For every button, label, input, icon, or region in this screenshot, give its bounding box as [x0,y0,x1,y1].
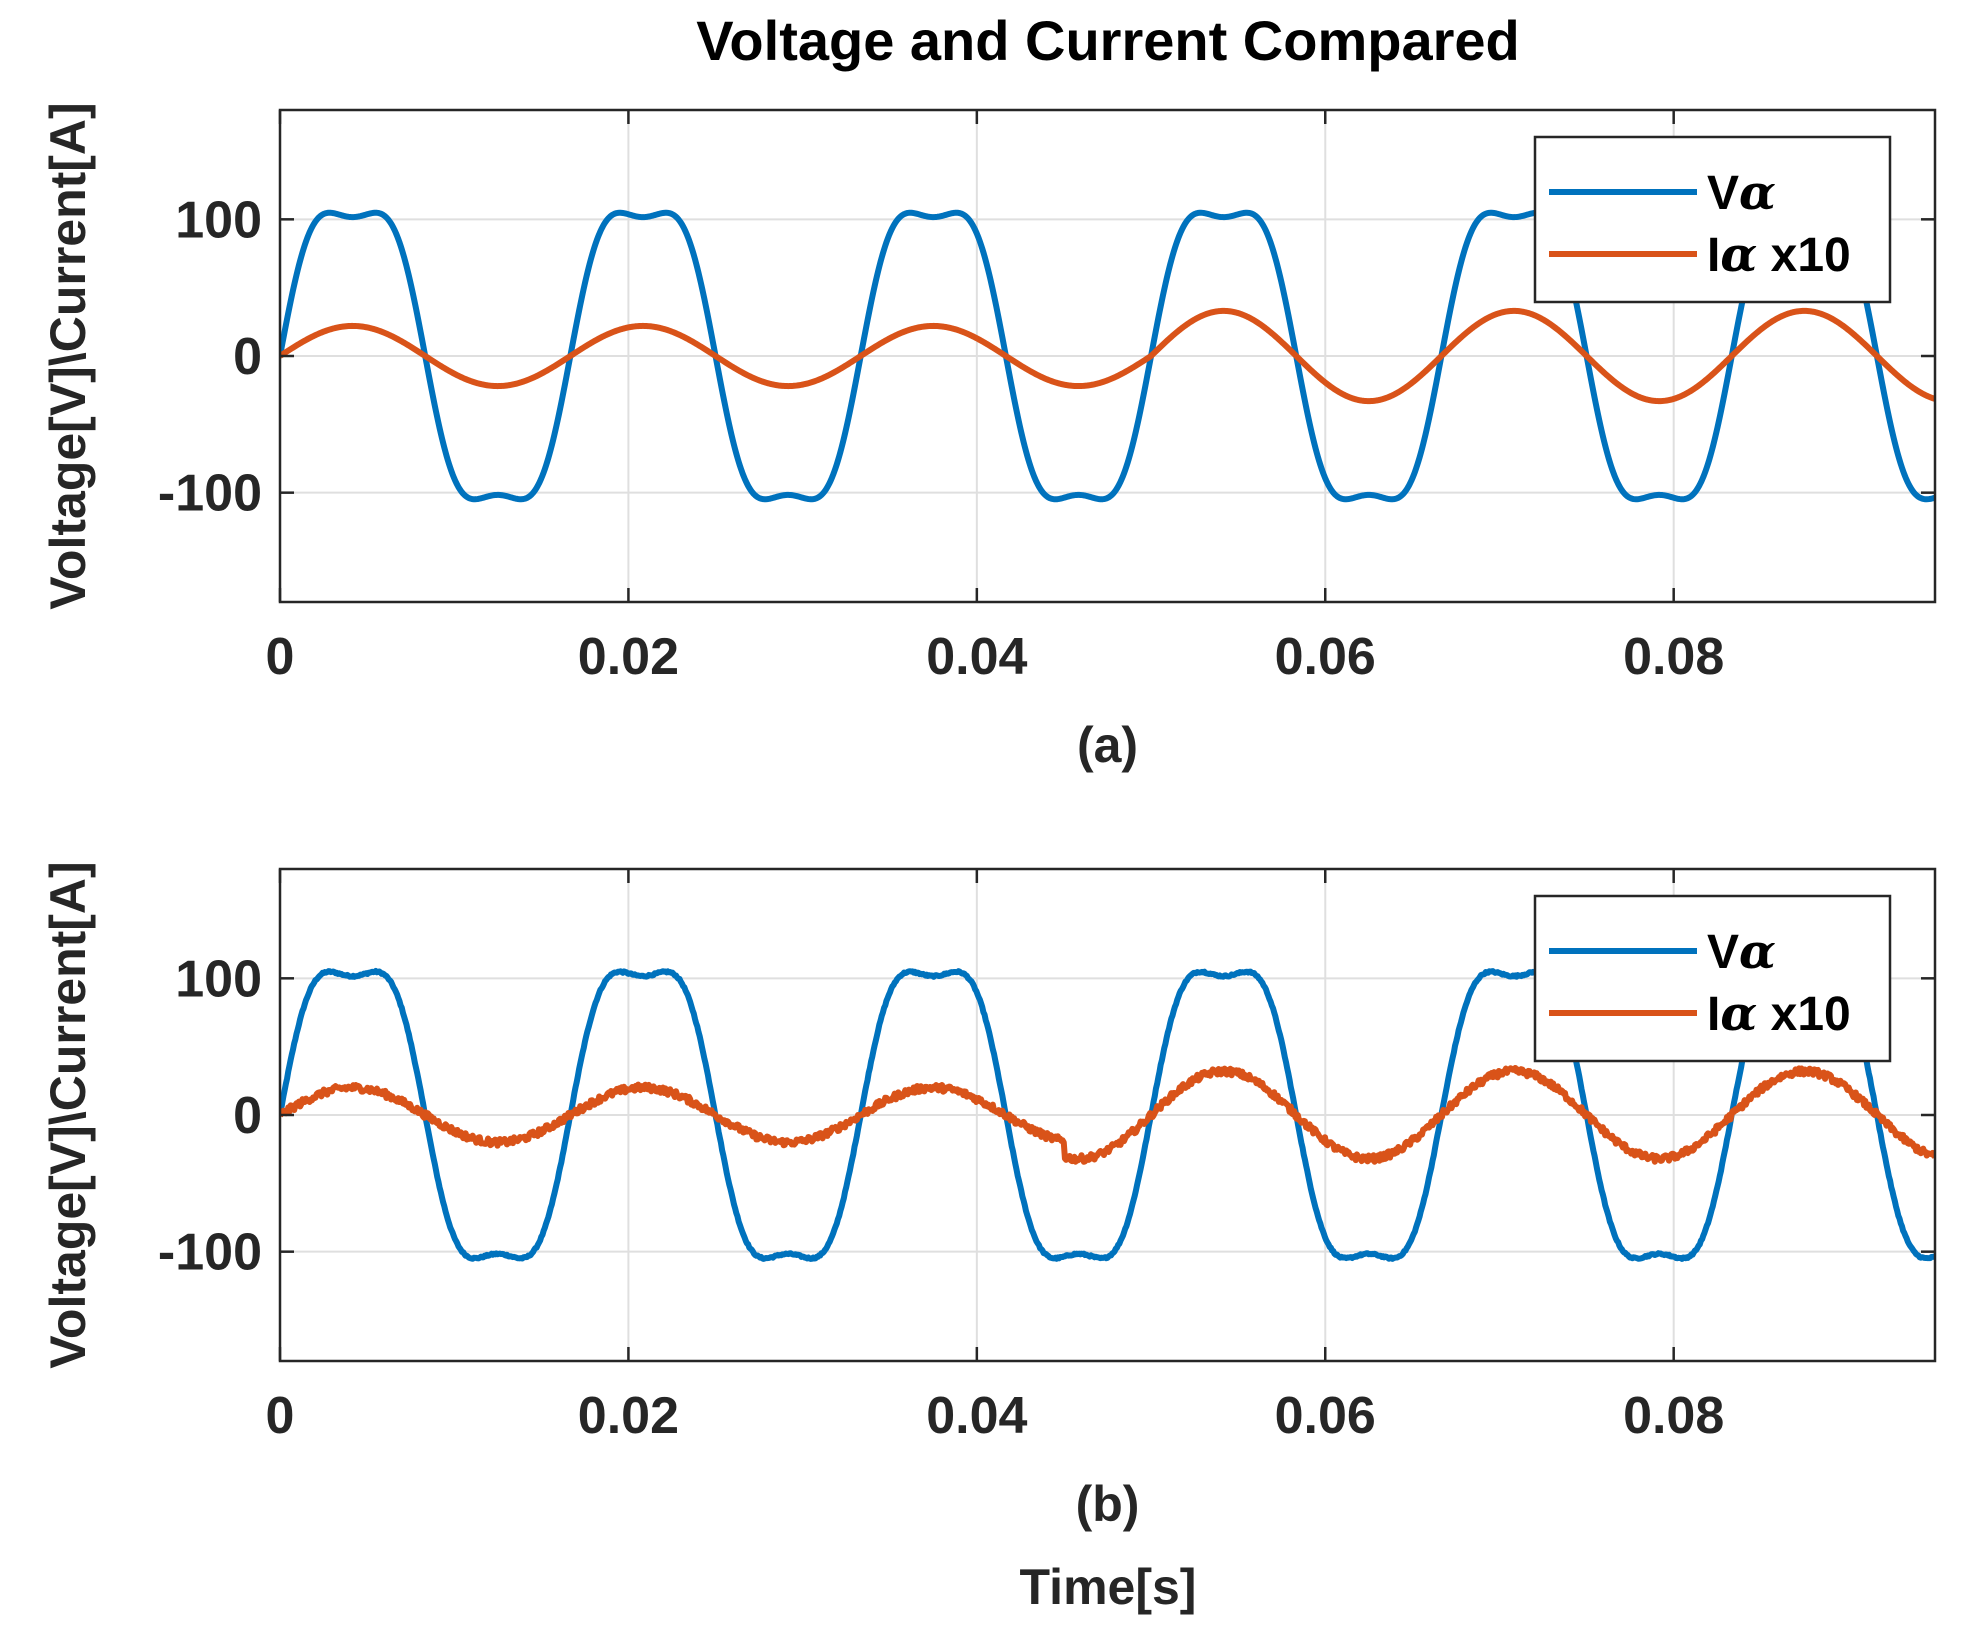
legend-sub-b-current: α [1720,986,1757,1042]
x-tick-label-a-0: 0 [266,628,295,686]
y-tick-label-b-0: -100 [158,1224,262,1282]
legend-box-b [1533,894,1892,1063]
legend-suffix-a-current: x10 [1757,229,1850,282]
panel-a: 0 0.02 0.04 0.06 0.08 -100 0 100 Voltage[V]\Curr… [40,102,1937,773]
series-line-b-current [280,1064,1935,1165]
y-tick-label-b-1: 0 [233,1087,262,1145]
legend-box-a [1533,135,1892,304]
figure-title: Voltage and Current Compared [696,9,1520,72]
y-axis-label-a: Voltage[V]\Current[A] [40,102,96,609]
legend-sub-b-voltage: α [1739,924,1776,980]
legend-main-a-current: I [1707,229,1720,282]
y-axis-label-b: Voltage[V]\Current[A] [40,861,96,1368]
x-tick-label-a-3: 0.06 [1275,628,1376,686]
legend-entry-b-voltage: Vα [1707,924,1776,980]
legend-main-b-current: I [1707,988,1720,1041]
y-tick-label-a-2: 100 [175,191,262,249]
x-tick-label-a-4: 0.08 [1623,628,1724,686]
legend-entry-a-current: Iα x10 [1707,227,1851,283]
series-line-a-voltage [280,209,1935,503]
legend-sub-a-voltage: α [1739,165,1776,221]
x-tick-label-a-1: 0.02 [578,628,679,686]
y-tick-label-b-2: 100 [175,950,262,1008]
legend-suffix-b-current: x10 [1757,988,1850,1041]
x-tick-label-b-4: 0.08 [1623,1387,1724,1445]
legend-entry-a-voltage: Vα [1707,165,1776,221]
x-tick-label-b-2: 0.04 [926,1387,1027,1445]
x-tick-label-b-1: 0.02 [578,1387,679,1445]
series-line-a-current [280,307,1935,405]
x-tick-label-a-2: 0.04 [926,628,1027,686]
series-line-b-voltage [280,968,1935,1262]
legend-main-b-voltage: V [1707,926,1739,979]
panel-b: 0 0.02 0.04 0.06 0.08 -100 0 100 Voltage[V]\Curr… [40,861,1937,1532]
x-tick-label-b-0: 0 [266,1387,295,1445]
legend-main-a-voltage: V [1707,167,1739,220]
panel-label-b: (b) [1076,1476,1140,1532]
panel-label-a: (a) [1077,717,1138,773]
y-tick-label-a-0: -100 [158,465,262,523]
y-tick-label-a-1: 0 [233,328,262,386]
x-tick-label-b-3: 0.06 [1275,1387,1376,1445]
legend-sub-a-current: α [1720,227,1757,283]
legend-entry-b-current: Iα x10 [1707,986,1851,1042]
x-axis-label: Time[s] [1020,1559,1197,1615]
